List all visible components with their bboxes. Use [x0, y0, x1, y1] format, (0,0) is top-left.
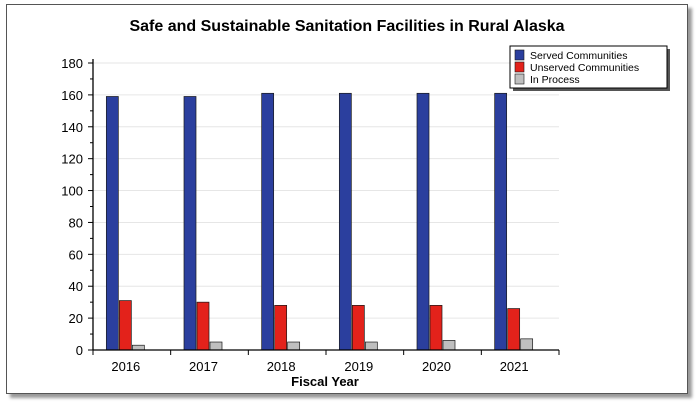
x-tick-label: 2020 [422, 359, 451, 374]
bars-layer [105, 92, 534, 351]
y-tick-label: 40 [69, 279, 83, 294]
bar-unserved-communities [429, 305, 443, 351]
bar-in-process [520, 338, 534, 351]
chart-frame: Safe and Sustainable Sanitation Faciliti… [6, 4, 688, 394]
y-tick-label: 100 [61, 184, 83, 199]
legend-label: Unserved Communities [530, 62, 639, 74]
x-tick-label: 2019 [344, 359, 373, 374]
legend-label: Served Communities [530, 50, 627, 62]
x-tick-label: 2017 [189, 359, 218, 374]
x-tick-label: 2018 [267, 359, 296, 374]
y-tick-label: 160 [61, 88, 83, 103]
y-tick-label: 80 [69, 215, 83, 230]
bar-served-communities [183, 96, 197, 351]
grid-layer [93, 62, 559, 319]
x-axis-label: Fiscal Year [291, 374, 359, 389]
legend-swatch [514, 73, 525, 85]
y-tick-label: 140 [61, 120, 83, 135]
bar-unserved-communities [118, 300, 132, 351]
bar-served-communities [494, 92, 508, 351]
y-tick-label: 180 [61, 56, 83, 71]
chart-title: Safe and Sustainable Sanitation Faciliti… [129, 18, 564, 35]
y-tick-label: 60 [69, 247, 83, 262]
legend-label: In Process [530, 74, 580, 86]
x-tick-label: 2021 [500, 359, 529, 374]
bar-unserved-communities [274, 305, 288, 351]
y-tick-label: 0 [76, 343, 83, 358]
bar-unserved-communities [351, 305, 365, 351]
bar-served-communities [261, 92, 275, 351]
legend-swatch [514, 49, 525, 61]
y-tick-label: 20 [69, 311, 83, 326]
bar-served-communities [416, 92, 430, 351]
bar-in-process [287, 341, 301, 351]
bar-unserved-communities [196, 301, 210, 351]
bar-in-process [442, 340, 456, 351]
chart-svg: Safe and Sustainable Sanitation Faciliti… [61, 18, 670, 389]
bar-unserved-communities [507, 308, 521, 351]
y-tick-label: 120 [61, 152, 83, 167]
legend-box [509, 45, 668, 89]
bar-in-process [364, 341, 378, 351]
bar-in-process [131, 344, 145, 351]
legend-swatch [514, 61, 525, 73]
bar-in-process [209, 341, 223, 351]
axes-layer: 0 20 40 60 80 100 120 140 160 180 2016 2017 2018 2019… [61, 56, 560, 374]
bar-served-communities [338, 92, 352, 351]
x-tick-label: 2016 [111, 359, 140, 374]
bar-served-communities [105, 96, 119, 351]
